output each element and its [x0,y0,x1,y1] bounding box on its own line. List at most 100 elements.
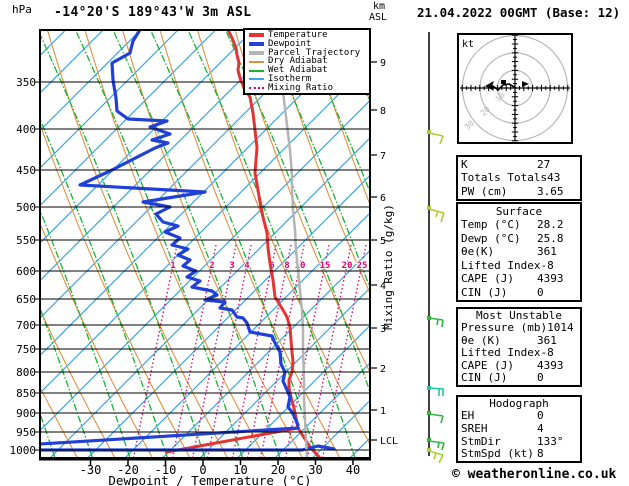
svg-text:2: 2 [209,261,214,271]
svg-text:-20: -20 [117,463,139,477]
stat-row: PW (cm) 3.65 [461,184,564,198]
wind-barb [439,135,444,145]
svg-text:1000: 1000 [10,444,37,457]
svg-text:650: 650 [16,293,36,306]
svg-text:3: 3 [380,324,386,335]
copyright: © weatheronline.co.uk [452,467,617,482]
wind-barb [428,208,445,214]
surface-box-title: Surface [495,204,543,218]
wind-barb-marker [427,448,431,452]
hodograph-trace [489,83,517,92]
pressure-unit-label: hPa [12,3,32,16]
parcel-line-sample [249,50,264,55]
svg-text:30: 30 [308,463,322,477]
svg-text:LCL: LCL [380,436,398,447]
svg-text:450: 450 [16,164,36,177]
wind-barb [437,441,440,449]
svg-text:8: 8 [380,106,386,117]
wind-barb [441,442,445,451]
stat-row: Temp (°C) 28.2 [461,218,564,231]
legend-item: Wet Adiabat [247,66,369,75]
svg-text:9: 9 [380,58,386,69]
dewpoint-surface-leg-curve [41,426,300,446]
wind-barb [440,415,444,424]
stat-row: SREH 4 [461,421,544,435]
stat-row: CIN (J) 0 [461,371,544,385]
wind-barb-marker [427,206,431,210]
svg-text:20: 20 [342,261,353,271]
most-unstable-box-title: Most Unstable [475,308,563,322]
wind-barb-marker [427,438,431,442]
svg-text:20: 20 [271,463,285,477]
wind-barb-marker [427,130,431,134]
svg-text:10: 10 [233,463,247,477]
svg-text:4: 4 [244,261,250,271]
svg-text:0: 0 [199,463,206,477]
wind-barb [428,317,444,321]
svg-text:850: 850 [16,387,36,400]
location-title: -14°20'S 189°43'W 3m ASL [54,5,252,20]
indices-box: K 27 Totals Totals 43 PW (cm) 3.65 [456,155,582,201]
legend-item: Dewpoint [247,39,369,49]
stat-row: Lifted Index -8 [461,346,554,360]
stat-row: K 27 [461,157,551,171]
surface-box: Surface Temp (°C) 28.2 Dewp (°C) 25.8 θe(K… [456,202,582,302]
hodograph-box-title: Hodograph [489,396,549,410]
svg-text:Dewpoint / Temperature (°C): Dewpoint / Temperature (°C) [108,473,311,486]
legend-item: Mixing Ratio [247,83,369,93]
wind-barb [436,318,439,326]
wind-barb-marker [427,411,431,415]
dewpoint-line-sample [249,42,264,47]
wind-barb [433,452,437,460]
asl-axis-unit: ASL [369,12,388,23]
svg-text:700: 700 [16,319,36,332]
km-axis-unit: km [373,1,386,12]
wind-barb [440,212,445,223]
svg-text:Mixing Ratio (g/kg): Mixing Ratio (g/kg) [382,204,395,330]
wind-barb [428,440,445,444]
isotherm-line-sample [249,78,264,81]
run-date: 21.04.2022 00GMT (Base: 12) [417,5,621,20]
stat-row: StmSpd (kt) 8 [461,447,544,461]
wind-barb [428,413,444,417]
svg-text:3: 3 [229,261,234,271]
svg-text:550: 550 [16,234,36,247]
stat-row: Lifted Index -8 [461,258,554,272]
svg-text:900: 900 [16,407,36,420]
wind-barb [435,210,439,218]
mixing-ratio-line-sample [249,87,264,90]
most-unstable-box: Most Unstable Pressure (mb) 1014 θe (K) 36… [456,307,582,387]
svg-text:750: 750 [16,343,36,356]
svg-text:350: 350 [16,76,36,89]
wind-barb [428,132,444,137]
legend: Temperature Dewpoint Parcel Trajectory D… [243,28,371,95]
stat-row: CIN (J) 0 [461,285,544,299]
wind-barb [441,319,444,328]
svg-text:800: 800 [16,366,36,379]
stat-row: Pressure (mb) 1014 [461,321,574,335]
svg-text:8: 8 [284,261,289,271]
svg-text:-30: -30 [80,463,102,477]
wet-adiabat-line-sample [249,69,264,72]
svg-text:7: 7 [380,151,386,162]
svg-text:400: 400 [16,123,36,136]
svg-text:2: 2 [380,364,386,375]
svg-text:40: 40 [346,463,360,477]
stat-row: θe (K) 361 [461,333,557,347]
svg-text:5: 5 [380,236,386,247]
svg-text:-10: -10 [155,463,177,477]
svg-text:15: 15 [320,261,331,271]
svg-text:1: 1 [170,261,175,271]
svg-text:4: 4 [380,281,386,292]
hodograph-dot [501,80,506,84]
dewpoint-curve [78,31,300,427]
svg-text:950: 950 [16,426,36,439]
stat-row: Totals Totals 43 [461,171,561,184]
hodograph-arrow [485,81,494,91]
stat-row: CAPE (J) 4393 [461,358,564,372]
legend-item: Parcel Trajectory [247,48,369,58]
legend-item: Isotherm [247,74,369,84]
